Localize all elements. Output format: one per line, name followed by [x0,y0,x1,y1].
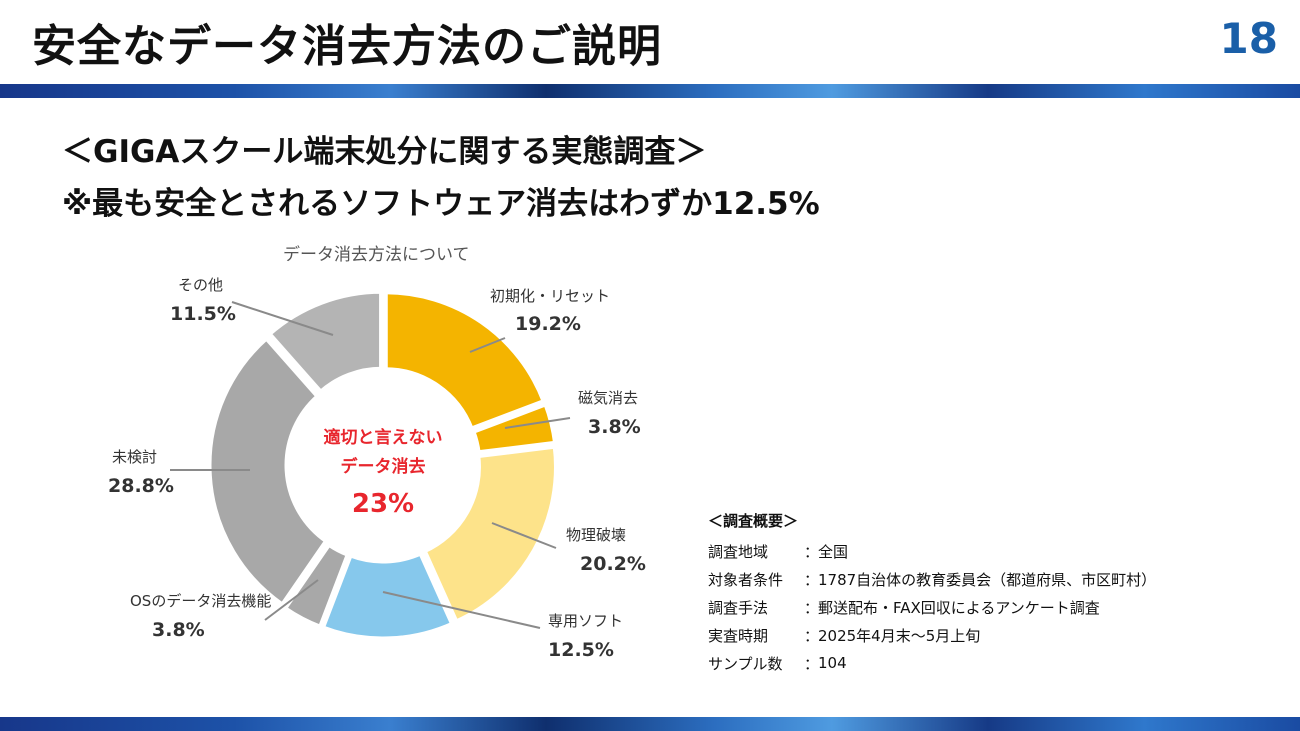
donut-slice [206,334,331,609]
survey-row-label: サンプル数 [708,654,783,673]
donut-slice [265,288,385,396]
slice-name-label: 専用ソフト [548,612,623,630]
survey-row-label: 実査時期 [708,626,769,645]
donut-slice [382,289,548,433]
footer-stripe [0,717,1300,731]
leader-line [504,417,571,429]
survey-row-value: 1787自治体の教育委員会（都道府県、市区町村） [818,570,1157,589]
survey-summary: ＜調査概要＞ 調査地域：全国 対象者条件： 1787自治体の教育委員会（都道府県、市… [708,510,1156,677]
leader-line [469,337,506,353]
survey-row: 実査時期 ： 2025年4月末～5月上旬 [708,621,1156,649]
donut-slice [469,400,559,456]
center-label-line1: 適切と言えない [324,427,443,448]
slice-value-label: 19.2% [515,313,581,335]
leader-line [382,591,541,629]
subtitle-survey-name: ＜GIGAスクール端末処分に関する実態調査＞ [62,134,707,170]
slice-name-label: OSのデータ消去機能 [130,592,271,610]
leader-line [264,579,319,621]
slide-title: 安全なデータ消去方法のご説明 [32,21,662,72]
slice-value-label: 3.8% [152,619,205,641]
survey-row: サンプル数 ： 104 [708,649,1156,677]
survey-row-separator: ： [804,598,820,617]
slice-value-label: 11.5% [170,303,236,325]
slice-name-label: 未検討 [112,448,157,466]
survey-heading: ＜調査概要＞ [708,512,799,530]
slice-name-label: 物理破壊 [566,526,626,544]
survey-row-separator: ： [804,542,820,561]
page-number: 18 [1219,14,1278,63]
donut-slice [281,540,352,631]
survey-row-label: 調査手法 [708,598,769,617]
survey-row: 調査地域 ：全国 [708,537,1156,565]
survey-row-value: 2025年4月末～5月上旬 [818,626,981,645]
header-stripe [0,84,1300,98]
slice-name-label: その他 [178,276,223,294]
survey-row-value: 郵送配布・FAX回収によるアンケート調査 [818,598,1100,617]
chart-title: データ消去方法について [283,245,470,265]
center-label-value: 23% [352,489,414,519]
survey-row-separator: ： [804,570,820,589]
leader-line [491,522,557,549]
survey-row: 対象者条件 ： 1787自治体の教育委員会（都道府県、市区町村） [708,565,1156,593]
slice-value-label: 20.2% [580,553,646,575]
survey-row: 調査手法 ：郵送配布・FAX回収によるアンケート調査 [708,593,1156,621]
center-label-line2: データ消去 [341,456,426,477]
slice-value-label: 12.5% [548,639,614,661]
leader-line [231,301,334,336]
donut-slice [420,443,559,626]
survey-row-separator: ： [804,626,820,645]
survey-rows: 調査地域：全国 対象者条件： 1787自治体の教育委員会（都道府県、市区町村） 調査手… [708,537,1156,677]
slice-value-label: 3.8% [588,416,641,438]
survey-row-label: 調査地域 [708,542,769,561]
survey-row-value: 104 [818,654,847,672]
survey-row-value: 全国 [818,542,849,561]
slice-name-label: 初期化・リセット [490,287,610,305]
slice-name-label: 磁気消去 [578,389,638,407]
subtitle-highlight: ※最も安全とされるソフトウェア消去はわずか12.5% [62,186,820,222]
survey-row-separator: ： [804,654,820,673]
survey-row-label: 対象者条件 [708,570,784,589]
slice-value-label: 28.8% [108,475,174,497]
